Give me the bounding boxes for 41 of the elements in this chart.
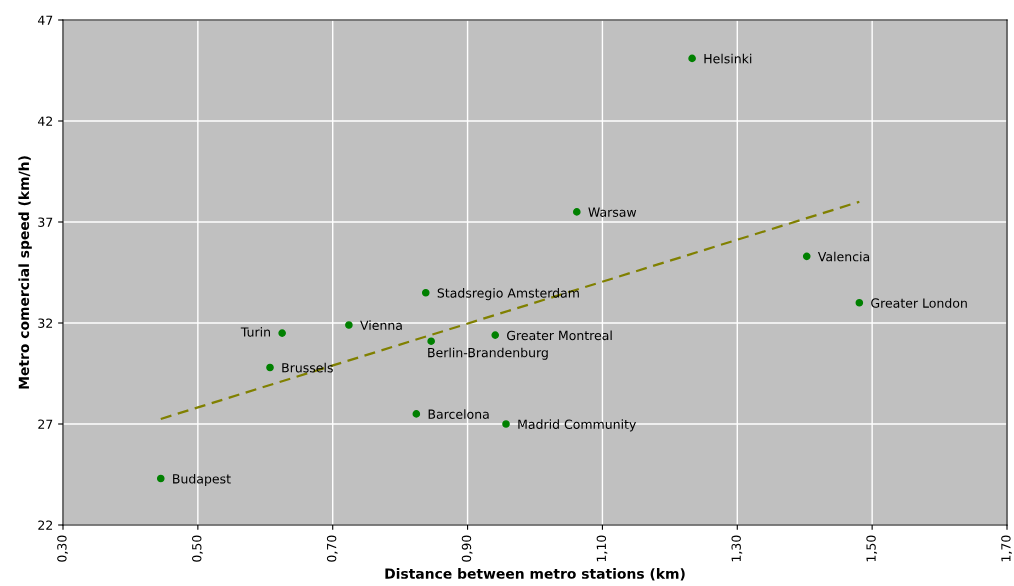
- annotation: Madrid Community: [518, 419, 636, 432]
- point: [278, 329, 286, 337]
- y-tick-label: 32: [38, 318, 53, 328]
- annotation: Barcelona: [428, 409, 489, 419]
- annotation: Stadsregio Amsterdam: [437, 288, 579, 301]
- x-tick-label: 1,50: [866, 535, 878, 562]
- annotation: Budapest: [173, 473, 231, 486]
- point: [345, 321, 353, 329]
- y-tick-label: 47: [37, 15, 53, 25]
- point: [502, 420, 510, 428]
- annotation: Greater London: [871, 298, 967, 308]
- point: [573, 208, 581, 216]
- point: [855, 298, 864, 307]
- point: [156, 474, 165, 483]
- annotation: Vienna: [360, 320, 402, 331]
- point: [266, 363, 274, 372]
- annotation: Turin: [240, 327, 270, 337]
- y-tick-label: 37: [38, 217, 53, 227]
- x-tick-label: 1,70: [1001, 535, 1012, 562]
- point: [491, 331, 500, 339]
- x-tick-label: 0,90: [461, 535, 473, 562]
- annotation: Helsinki: [704, 53, 752, 64]
- x-axis-title: Distance between metro stations (km): [385, 568, 685, 581]
- y-tick-label: 27: [38, 419, 53, 429]
- point: [421, 288, 430, 297]
- annotation: Berlin-Brandenburg: [428, 347, 548, 360]
- point: [688, 54, 696, 63]
- y-tick-label: 22: [38, 520, 53, 530]
- x-tick-label: 0,30: [57, 535, 68, 562]
- x-tick-label: 1,30: [731, 535, 743, 562]
- annotation: Valencia: [817, 251, 870, 262]
- x-tick-label: 1,10: [596, 535, 608, 562]
- annotation: Warsaw: [588, 207, 637, 217]
- annotation: Greater Montreal: [507, 330, 612, 341]
- y-axis-title: Metro comercial speed (km/h): [18, 156, 32, 389]
- y-tick-label: 42: [37, 116, 53, 126]
- point: [412, 410, 421, 418]
- x-tick-label: 0,50: [192, 535, 203, 562]
- x-tick-label: 0,70: [326, 535, 338, 562]
- point: [427, 337, 435, 345]
- point: [802, 252, 811, 261]
